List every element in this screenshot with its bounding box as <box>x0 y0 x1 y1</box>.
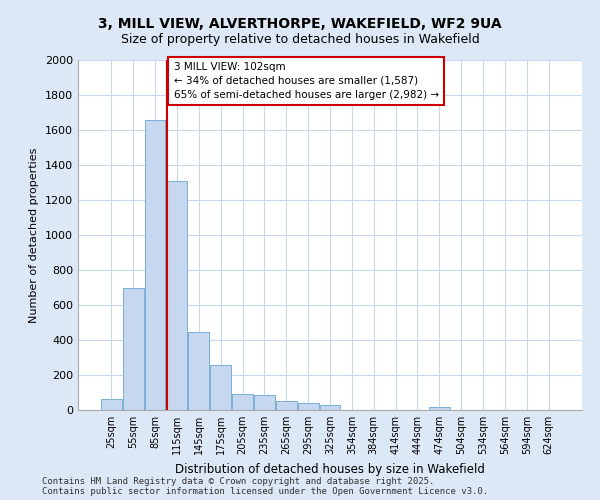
Bar <box>101 398 122 410</box>
Bar <box>210 366 231 410</box>
Bar <box>167 180 187 410</box>
Text: Size of property relative to detached houses in Wakefield: Size of property relative to detached ho… <box>121 32 479 46</box>
X-axis label: Distribution of detached houses by size in Wakefield: Distribution of detached houses by size … <box>175 462 485 475</box>
Bar <box>320 405 340 410</box>
Bar <box>429 406 450 410</box>
Bar <box>123 288 143 410</box>
Bar <box>254 395 275 410</box>
Text: Contains public sector information licensed under the Open Government Licence v3: Contains public sector information licen… <box>42 488 488 496</box>
Text: Contains HM Land Registry data © Crown copyright and database right 2025.: Contains HM Land Registry data © Crown c… <box>42 478 434 486</box>
Bar <box>298 403 319 410</box>
Bar <box>232 394 253 410</box>
Text: 3, MILL VIEW, ALVERTHORPE, WAKEFIELD, WF2 9UA: 3, MILL VIEW, ALVERTHORPE, WAKEFIELD, WF… <box>98 18 502 32</box>
Y-axis label: Number of detached properties: Number of detached properties <box>29 148 40 322</box>
Bar <box>145 120 166 410</box>
Bar <box>276 401 296 410</box>
Bar <box>188 332 209 410</box>
Text: 3 MILL VIEW: 102sqm
← 34% of detached houses are smaller (1,587)
65% of semi-det: 3 MILL VIEW: 102sqm ← 34% of detached ho… <box>173 62 439 100</box>
